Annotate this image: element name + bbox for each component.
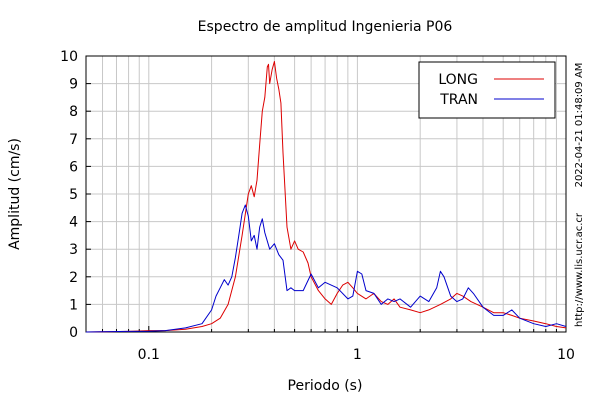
x-tick-label: 10 (557, 347, 575, 363)
legend-label-tran: TRAN (439, 92, 478, 108)
legend-label-long: LONG (438, 72, 478, 88)
timestamp: 2022-04-21 01:48:09 AM (574, 63, 585, 188)
y-axis: 0 1 2 3 4 5 6 7 8 9 10 (60, 49, 91, 341)
y-tick-label: 5 (69, 187, 78, 203)
y-tick-label: 8 (69, 104, 78, 120)
y-axis-label: Amplitud (cm/s) (7, 138, 23, 250)
y-tick-label: 0 (69, 325, 78, 341)
y-tick-label: 9 (69, 77, 78, 93)
legend-box (418, 61, 556, 119)
x-axis: 0.1 1 10 (85, 326, 575, 363)
x-tick-label: 1 (353, 347, 362, 363)
legend: LONG TRAN (418, 61, 556, 119)
y-tick-label: 1 (69, 297, 78, 313)
y-tick-label: 3 (69, 242, 78, 258)
x-axis-label: Periodo (s) (288, 378, 363, 394)
series-lines (85, 61, 567, 333)
source-url: http://www.lis.ucr.ac.cr (574, 212, 585, 327)
y-tick-label: 2 (69, 270, 78, 286)
y-tick-label: 4 (69, 215, 78, 231)
series-tran-line (85, 204, 567, 333)
y-tick-label: 10 (60, 49, 78, 65)
chart-title: Espectro de amplitud Ingenieria P06 (198, 19, 453, 35)
grid (86, 56, 566, 332)
y-tick-label: 6 (69, 159, 78, 175)
y-tick-label: 7 (69, 132, 78, 148)
x-tick-label: 0.1 (138, 347, 160, 363)
